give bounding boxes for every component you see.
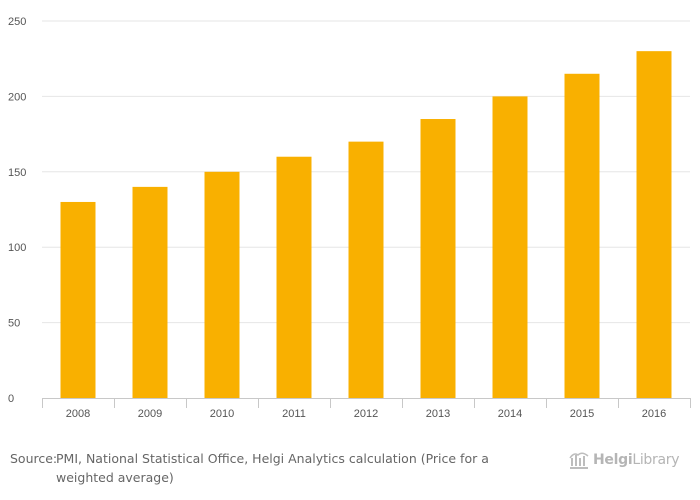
bar [60, 201, 96, 398]
y-tick-label: 50 [8, 318, 20, 330]
x-tick-label: 2008 [66, 408, 90, 420]
bar [636, 51, 672, 398]
brand-name-bold: Helgi [593, 452, 633, 468]
bar [492, 96, 528, 399]
bar [420, 119, 456, 399]
x-tick-label: 2016 [642, 408, 666, 420]
y-axis-tick-labels: 0 50 100 150 200 250 [8, 16, 26, 405]
y-tick-label: 250 [8, 16, 26, 28]
y-tick-label: 0 [8, 393, 14, 405]
x-tick-label: 2015 [570, 408, 594, 420]
bar [204, 171, 240, 398]
x-axis-tick-labels: 2008 2009 2010 2011 2012 2013 2014 2015 2016 [66, 408, 666, 420]
x-tick-label: 2010 [210, 408, 234, 420]
bar [276, 156, 312, 398]
bar [564, 73, 600, 398]
bar [132, 186, 168, 398]
brand-name: HelgiLibrary [593, 452, 680, 468]
y-tick-label: 150 [8, 167, 26, 179]
x-tick-label: 2009 [138, 408, 162, 420]
y-tick-label: 200 [8, 91, 26, 103]
brand-name-rest: Library [632, 452, 680, 468]
bar-chart: 0 50 100 150 200 250 2008 2009 2010 2011 2012 2013… [8, 16, 691, 420]
bars [60, 51, 672, 399]
x-tick-label: 2011 [282, 408, 306, 420]
y-tick-label: 100 [8, 242, 26, 254]
x-tick-label: 2013 [426, 408, 450, 420]
source-text: PMI, National Statistical Office, Helgi … [56, 451, 489, 485]
bar [348, 141, 384, 398]
x-tick-label: 2012 [354, 408, 378, 420]
helgi-library-logo-icon [569, 452, 589, 469]
source-note: Source:PMI, National Statistical Office,… [10, 449, 530, 487]
source-label: Source: [10, 451, 58, 466]
x-tick-label: 2014 [498, 408, 522, 420]
brand-logo: HelgiLibrary [568, 447, 680, 473]
x-axis [42, 398, 691, 408]
